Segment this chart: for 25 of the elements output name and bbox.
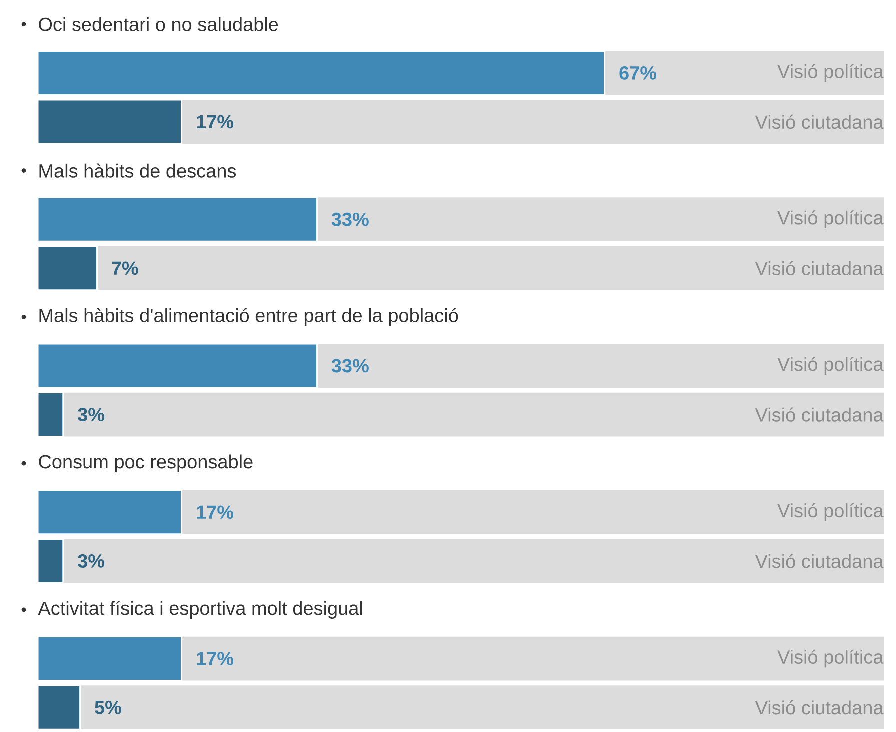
text: Visió ciutadana (755, 408, 884, 422)
data-label: 17% (197, 506, 234, 520)
text: Visió ciutadana (755, 700, 884, 715)
data-label: 17% (197, 115, 234, 129)
data-label: 3% (78, 408, 105, 422)
y-tick-label: Consum poc responsable (39, 454, 253, 472)
y-tick-label: Mals hàbits de descans (40, 164, 236, 178)
text: Visió política (778, 650, 884, 668)
text: Visió ciutadana (755, 261, 884, 276)
y-tick-label: Mals hàbits d'alimentació entre part de la població (40, 308, 458, 326)
text: Visió política (778, 64, 884, 82)
text: Visió política (778, 503, 884, 522)
data-label: 3% (78, 554, 105, 568)
text: Visió política (778, 210, 884, 229)
text: Visió política (778, 357, 884, 375)
data-label: 33% (332, 212, 369, 226)
data-label: 67% (620, 66, 657, 80)
y-tick-label: Activitat física i esportiva molt desigual (38, 601, 362, 619)
data-label: 7% (112, 262, 138, 276)
text: Visió ciutadana (755, 554, 884, 568)
data-label: 17% (197, 652, 234, 666)
data-label: 33% (332, 359, 369, 373)
y-tick-label: Oci sedentari o no saludable (39, 17, 278, 32)
text: Visió ciutadana (755, 114, 884, 130)
data-label: 5% (95, 700, 122, 714)
